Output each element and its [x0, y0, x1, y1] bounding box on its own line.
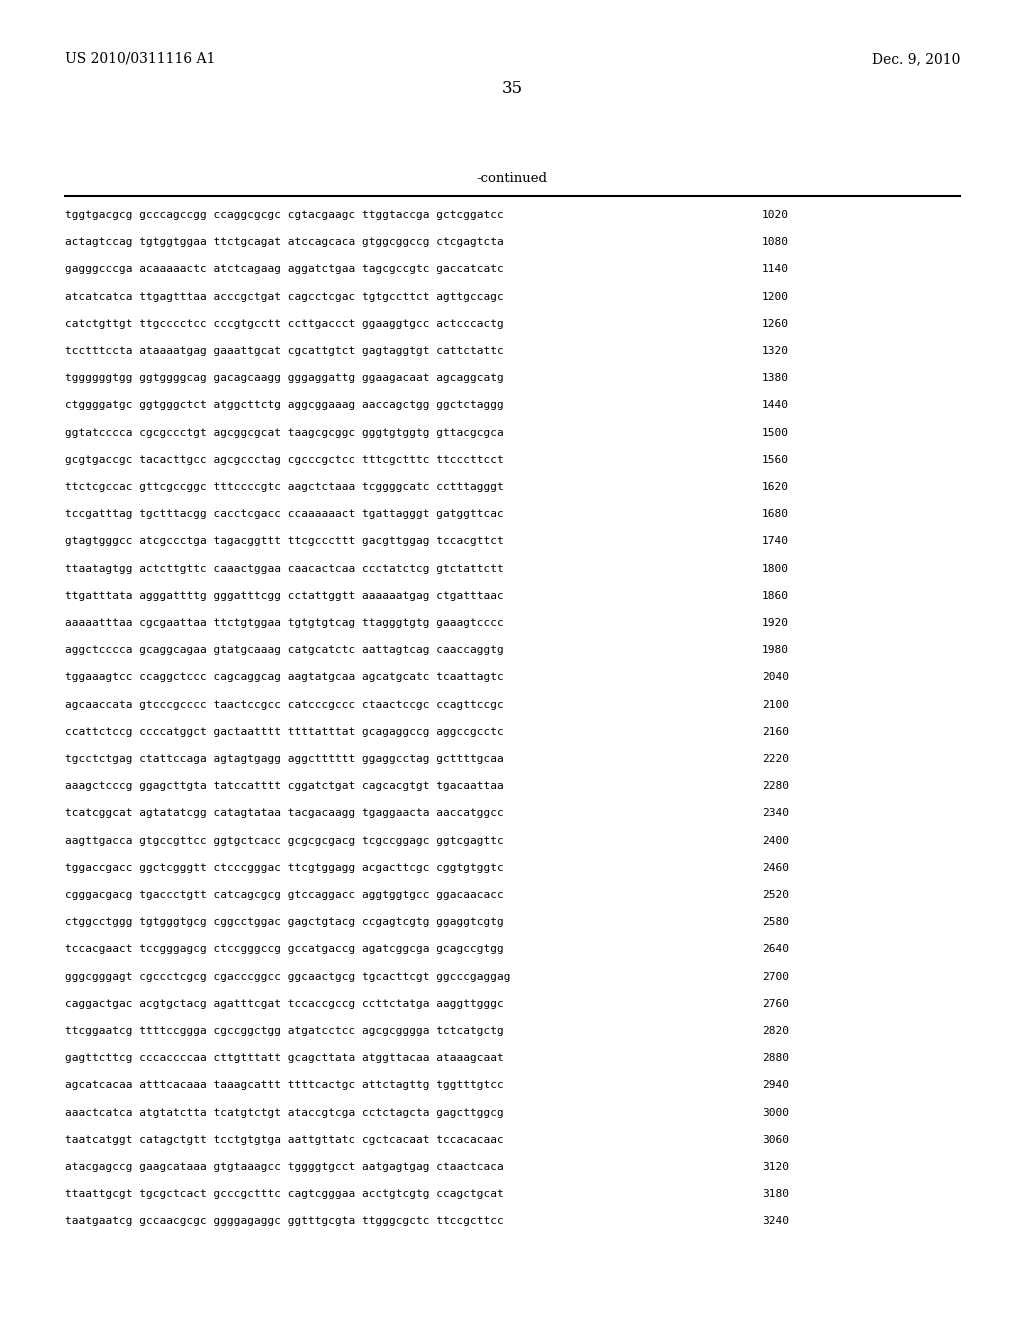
Text: -continued: -continued	[476, 172, 548, 185]
Text: 2760: 2760	[762, 999, 790, 1008]
Text: actagtccag tgtggtggaa ttctgcagat atccagcaca gtggcggccg ctcgagtcta: actagtccag tgtggtggaa ttctgcagat atccagc…	[65, 238, 504, 247]
Text: 2040: 2040	[762, 672, 790, 682]
Text: ttcggaatcg ttttccggga cgccggctgg atgatcctcc agcgcgggga tctcatgctg: ttcggaatcg ttttccggga cgccggctgg atgatcc…	[65, 1026, 504, 1036]
Text: 1680: 1680	[762, 510, 790, 519]
Text: 1980: 1980	[762, 645, 790, 655]
Text: tccacgaact tccgggagcg ctccgggccg gccatgaccg agatcggcga gcagccgtgg: tccacgaact tccgggagcg ctccgggccg gccatga…	[65, 944, 504, 954]
Text: 35: 35	[502, 81, 522, 96]
Text: 1560: 1560	[762, 455, 790, 465]
Text: ttaatagtgg actcttgttc caaactggaa caacactcaa ccctatctcg gtctattctt: ttaatagtgg actcttgttc caaactggaa caacact…	[65, 564, 504, 574]
Text: 2460: 2460	[762, 863, 790, 873]
Text: 1140: 1140	[762, 264, 790, 275]
Text: 1200: 1200	[762, 292, 790, 301]
Text: agcaaccata gtcccgcccc taactccgcc catcccgccc ctaactccgc ccagttccgc: agcaaccata gtcccgcccc taactccgcc catcccg…	[65, 700, 504, 710]
Text: taatgaatcg gccaacgcgc ggggagaggc ggtttgcgta ttgggcgctc ttccgcttcc: taatgaatcg gccaacgcgc ggggagaggc ggtttgc…	[65, 1217, 504, 1226]
Text: ttctcgccac gttcgccggc tttccccgtc aagctctaaa tcggggcatc cctttagggt: ttctcgccac gttcgccggc tttccccgtc aagctct…	[65, 482, 504, 492]
Text: tcatcggcat agtatatcgg catagtataa tacgacaagg tgaggaacta aaccatggcc: tcatcggcat agtatatcgg catagtataa tacgaca…	[65, 808, 504, 818]
Text: ctggggatgc ggtgggctct atggcttctg aggcggaaag aaccagctgg ggctctaggg: ctggggatgc ggtgggctct atggcttctg aggcgga…	[65, 400, 504, 411]
Text: 1500: 1500	[762, 428, 790, 438]
Text: 1800: 1800	[762, 564, 790, 574]
Text: aaagctcccg ggagcttgta tatccatttt cggatctgat cagcacgtgt tgacaattaa: aaagctcccg ggagcttgta tatccatttt cggatct…	[65, 781, 504, 791]
Text: Dec. 9, 2010: Dec. 9, 2010	[871, 51, 961, 66]
Text: 2700: 2700	[762, 972, 790, 982]
Text: ggtatcccca cgcgccctgt agcggcgcat taagcgcggc gggtgtggtg gttacgcgca: ggtatcccca cgcgccctgt agcggcgcat taagcgc…	[65, 428, 504, 438]
Text: US 2010/0311116 A1: US 2010/0311116 A1	[65, 51, 215, 66]
Text: 2220: 2220	[762, 754, 790, 764]
Text: 2940: 2940	[762, 1080, 790, 1090]
Text: 3000: 3000	[762, 1107, 790, 1118]
Text: 2640: 2640	[762, 944, 790, 954]
Text: 2580: 2580	[762, 917, 790, 927]
Text: gagttcttcg cccaccccaa cttgtttatt gcagcttata atggttacaa ataaagcaat: gagttcttcg cccaccccaa cttgtttatt gcagctt…	[65, 1053, 504, 1063]
Text: atacgagccg gaagcataaa gtgtaaagcc tggggtgcct aatgagtgag ctaactcaca: atacgagccg gaagcataaa gtgtaaagcc tggggtg…	[65, 1162, 504, 1172]
Text: 1380: 1380	[762, 374, 790, 383]
Text: 2160: 2160	[762, 727, 790, 737]
Text: tgcctctgag ctattccaga agtagtgagg aggctttttt ggaggcctag gcttttgcaa: tgcctctgag ctattccaga agtagtgagg aggcttt…	[65, 754, 504, 764]
Text: aaaaatttaa cgcgaattaa ttctgtggaa tgtgtgtcag ttagggtgtg gaaagtcccc: aaaaatttaa cgcgaattaa ttctgtggaa tgtgtgt…	[65, 618, 504, 628]
Text: 1020: 1020	[762, 210, 790, 220]
Text: tggaccgacc ggctcgggtt ctcccgggac ttcgtggagg acgacttcgc cggtgtggtc: tggaccgacc ggctcgggtt ctcccgggac ttcgtgg…	[65, 863, 504, 873]
Text: 2280: 2280	[762, 781, 790, 791]
Text: catctgttgt ttgcccctcc cccgtgcctt ccttgaccct ggaaggtgcc actcccactg: catctgttgt ttgcccctcc cccgtgcctt ccttgac…	[65, 319, 504, 329]
Text: tcctttccta ataaaatgag gaaattgcat cgcattgtct gagtaggtgt cattctattc: tcctttccta ataaaatgag gaaattgcat cgcattg…	[65, 346, 504, 356]
Text: caggactgac acgtgctacg agatttcgat tccaccgccg ccttctatga aaggttgggc: caggactgac acgtgctacg agatttcgat tccaccg…	[65, 999, 504, 1008]
Text: 1860: 1860	[762, 591, 790, 601]
Text: 2340: 2340	[762, 808, 790, 818]
Text: ttgatttata agggattttg gggatttcgg cctattggtt aaaaaatgag ctgatttaac: ttgatttata agggattttg gggatttcgg cctattg…	[65, 591, 504, 601]
Text: 1260: 1260	[762, 319, 790, 329]
Text: 2100: 2100	[762, 700, 790, 710]
Text: 2820: 2820	[762, 1026, 790, 1036]
Text: tccgatttag tgctttacgg cacctcgacc ccaaaaaact tgattagggt gatggttcac: tccgatttag tgctttacgg cacctcgacc ccaaaaa…	[65, 510, 504, 519]
Text: gggcgggagt cgccctcgcg cgacccggcc ggcaactgcg tgcacttcgt ggcccgaggag: gggcgggagt cgccctcgcg cgacccggcc ggcaact…	[65, 972, 511, 982]
Text: gagggcccga acaaaaactc atctcagaag aggatctgaa tagcgccgtc gaccatcatc: gagggcccga acaaaaactc atctcagaag aggatct…	[65, 264, 504, 275]
Text: 3060: 3060	[762, 1135, 790, 1144]
Text: aaactcatca atgtatctta tcatgtctgt ataccgtcga cctctagcta gagcttggcg: aaactcatca atgtatctta tcatgtctgt ataccgt…	[65, 1107, 504, 1118]
Text: 2400: 2400	[762, 836, 790, 846]
Text: 1320: 1320	[762, 346, 790, 356]
Text: atcatcatca ttgagtttaa acccgctgat cagcctcgac tgtgccttct agttgccagc: atcatcatca ttgagtttaa acccgctgat cagcctc…	[65, 292, 504, 301]
Text: ctggcctggg tgtgggtgcg cggcctggac gagctgtacg ccgagtcgtg ggaggtcgtg: ctggcctggg tgtgggtgcg cggcctggac gagctgt…	[65, 917, 504, 927]
Text: gcgtgaccgc tacacttgcc agcgccctag cgcccgctcc tttcgctttc ttcccttcct: gcgtgaccgc tacacttgcc agcgccctag cgcccgc…	[65, 455, 504, 465]
Text: agcatcacaa atttcacaaa taaagcattt ttttcactgc attctagttg tggtttgtcc: agcatcacaa atttcacaaa taaagcattt ttttcac…	[65, 1080, 504, 1090]
Text: tggggggtgg ggtggggcag gacagcaagg gggaggattg ggaagacaat agcaggcatg: tggggggtgg ggtggggcag gacagcaagg gggagga…	[65, 374, 504, 383]
Text: aagttgacca gtgccgttcc ggtgctcacc gcgcgcgacg tcgccggagc ggtcgagttc: aagttgacca gtgccgttcc ggtgctcacc gcgcgcg…	[65, 836, 504, 846]
Text: 1080: 1080	[762, 238, 790, 247]
Text: 1740: 1740	[762, 536, 790, 546]
Text: 1920: 1920	[762, 618, 790, 628]
Text: aggctcccca gcaggcagaa gtatgcaaag catgcatctc aattagtcag caaccaggtg: aggctcccca gcaggcagaa gtatgcaaag catgcat…	[65, 645, 504, 655]
Text: tggtgacgcg gcccagccgg ccaggcgcgc cgtacgaagc ttggtaccga gctcggatcc: tggtgacgcg gcccagccgg ccaggcgcgc cgtacga…	[65, 210, 504, 220]
Text: 3240: 3240	[762, 1217, 790, 1226]
Text: 2880: 2880	[762, 1053, 790, 1063]
Text: 3120: 3120	[762, 1162, 790, 1172]
Text: tggaaagtcc ccaggctccc cagcaggcag aagtatgcaa agcatgcatc tcaattagtc: tggaaagtcc ccaggctccc cagcaggcag aagtatg…	[65, 672, 504, 682]
Text: taatcatggt catagctgtt tcctgtgtga aattgttatc cgctcacaat tccacacaac: taatcatggt catagctgtt tcctgtgtga aattgtt…	[65, 1135, 504, 1144]
Text: 2520: 2520	[762, 890, 790, 900]
Text: ttaattgcgt tgcgctcact gcccgctttc cagtcgggaa acctgtcgtg ccagctgcat: ttaattgcgt tgcgctcact gcccgctttc cagtcgg…	[65, 1189, 504, 1199]
Text: ccattctccg ccccatggct gactaatttt ttttatttat gcagaggccg aggccgcctc: ccattctccg ccccatggct gactaatttt ttttatt…	[65, 727, 504, 737]
Text: 1440: 1440	[762, 400, 790, 411]
Text: cgggacgacg tgaccctgtt catcagcgcg gtccaggacc aggtggtgcc ggacaacacc: cgggacgacg tgaccctgtt catcagcgcg gtccagg…	[65, 890, 504, 900]
Text: gtagtgggcc atcgccctga tagacggttt ttcgcccttt gacgttggag tccacgttct: gtagtgggcc atcgccctga tagacggttt ttcgccc…	[65, 536, 504, 546]
Text: 1620: 1620	[762, 482, 790, 492]
Text: 3180: 3180	[762, 1189, 790, 1199]
